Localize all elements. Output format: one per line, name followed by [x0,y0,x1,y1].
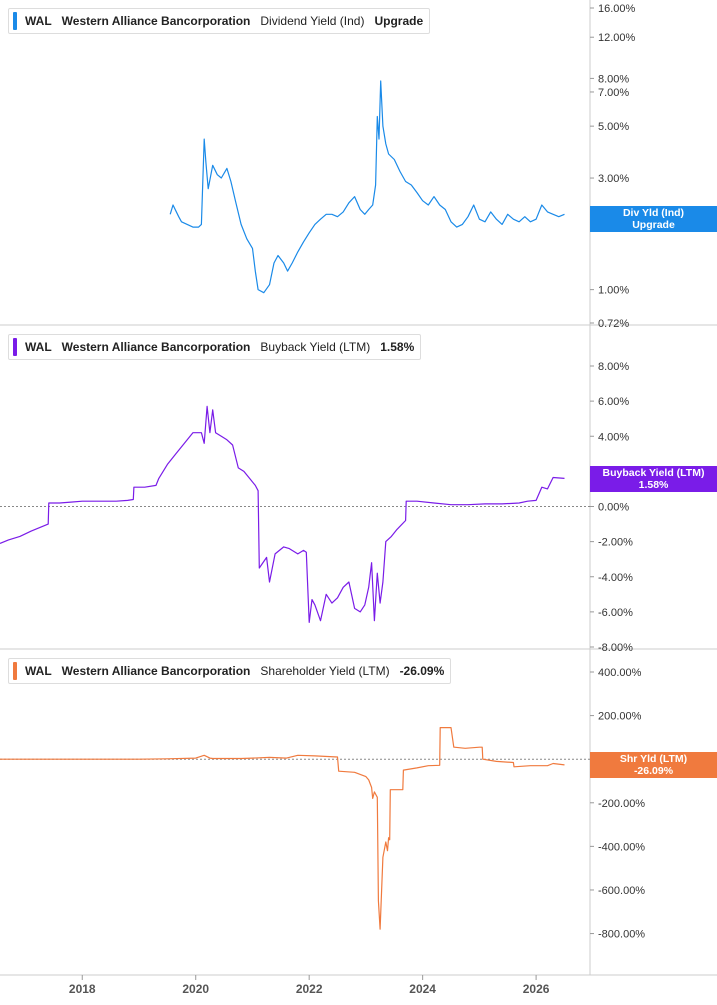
legend-1[interactable]: WAL Western Alliance Bancorporation Divide… [8,8,431,34]
y-tick-label: 8.00% [598,73,629,85]
x-tick-label: 2018 [69,982,96,996]
legend-ticker: WAL [25,14,52,28]
legend-company: Western Alliance Bancorporation [61,340,251,354]
series-line-1 [169,80,565,294]
y-tick-label: -4.00% [598,572,633,584]
value-flag-label: Shr Yld (LTM) [619,752,688,765]
x-tick-label: 2022 [296,982,323,996]
legend-metric: Shareholder Yield (LTM) [260,664,390,678]
y-tick-label: 0.72% [598,318,629,330]
series-line-2 [0,405,565,624]
y-tick-label: 3.00% [598,173,629,185]
y-tick-label: 8.00% [598,361,629,373]
x-tick-label: 2020 [182,982,209,996]
legend-color-swatch [13,12,17,30]
y-tick-label: -6.00% [598,607,633,619]
legend-3[interactable]: WAL Western Alliance Bancorporation Shareh… [8,658,452,684]
y-tick-label: 7.00% [598,87,629,99]
value-flag-2: Buyback Yield (LTM) 1.58% [590,465,717,492]
legend-company: Western Alliance Bancorporation [61,14,251,28]
legend-color-swatch [13,662,17,680]
legend-ticker: WAL [25,664,52,678]
y-tick-label: -8.00% [598,642,633,654]
legend-value: -26.09% [399,664,445,678]
legend-2[interactable]: WAL Western Alliance Bancorporation Buybac… [8,334,422,360]
legend-metric: Dividend Yield (Ind) [260,14,365,28]
x-tick-label: 2024 [409,982,436,996]
y-tick-label: 12.00% [598,32,636,44]
y-tick-label: 1.00% [598,285,629,297]
y-tick-label: -2.00% [598,537,633,549]
y-tick-label: -200.00% [598,798,645,810]
value-flag-value: Upgrade [632,219,675,232]
legend-value: 1.58% [380,340,415,354]
value-flag-3: Shr Yld (LTM) -26.09% [590,751,717,778]
value-flag-value: 1.58% [638,478,669,491]
legend-company: Western Alliance Bancorporation [61,664,251,678]
y-tick-label: 200.00% [598,711,642,723]
y-tick-label: 400.00% [598,667,642,679]
legend-color-swatch [13,338,17,356]
y-tick-label: 6.00% [598,396,629,408]
y-tick-label: 0.00% [598,502,629,514]
y-tick-label: 4.00% [598,431,629,443]
y-tick-label: 5.00% [598,121,629,133]
value-flag-label: Div Yld (Ind) [622,207,685,220]
series-line-3 [0,726,565,930]
legend-value: Upgrade [374,14,424,28]
value-flag-label: Buyback Yield (LTM) [602,466,705,479]
value-flag-value: -26.09% [633,764,674,777]
y-tick-label: -400.00% [598,841,645,853]
value-flag-1: Div Yld (Ind) Upgrade [590,206,717,233]
legend-ticker: WAL [25,340,52,354]
y-tick-label: -800.00% [598,929,645,941]
y-tick-label: -600.00% [598,885,645,897]
y-tick-label: 16.00% [598,3,636,15]
x-tick-label: 2026 [523,982,550,996]
legend-metric: Buyback Yield (LTM) [260,340,371,354]
